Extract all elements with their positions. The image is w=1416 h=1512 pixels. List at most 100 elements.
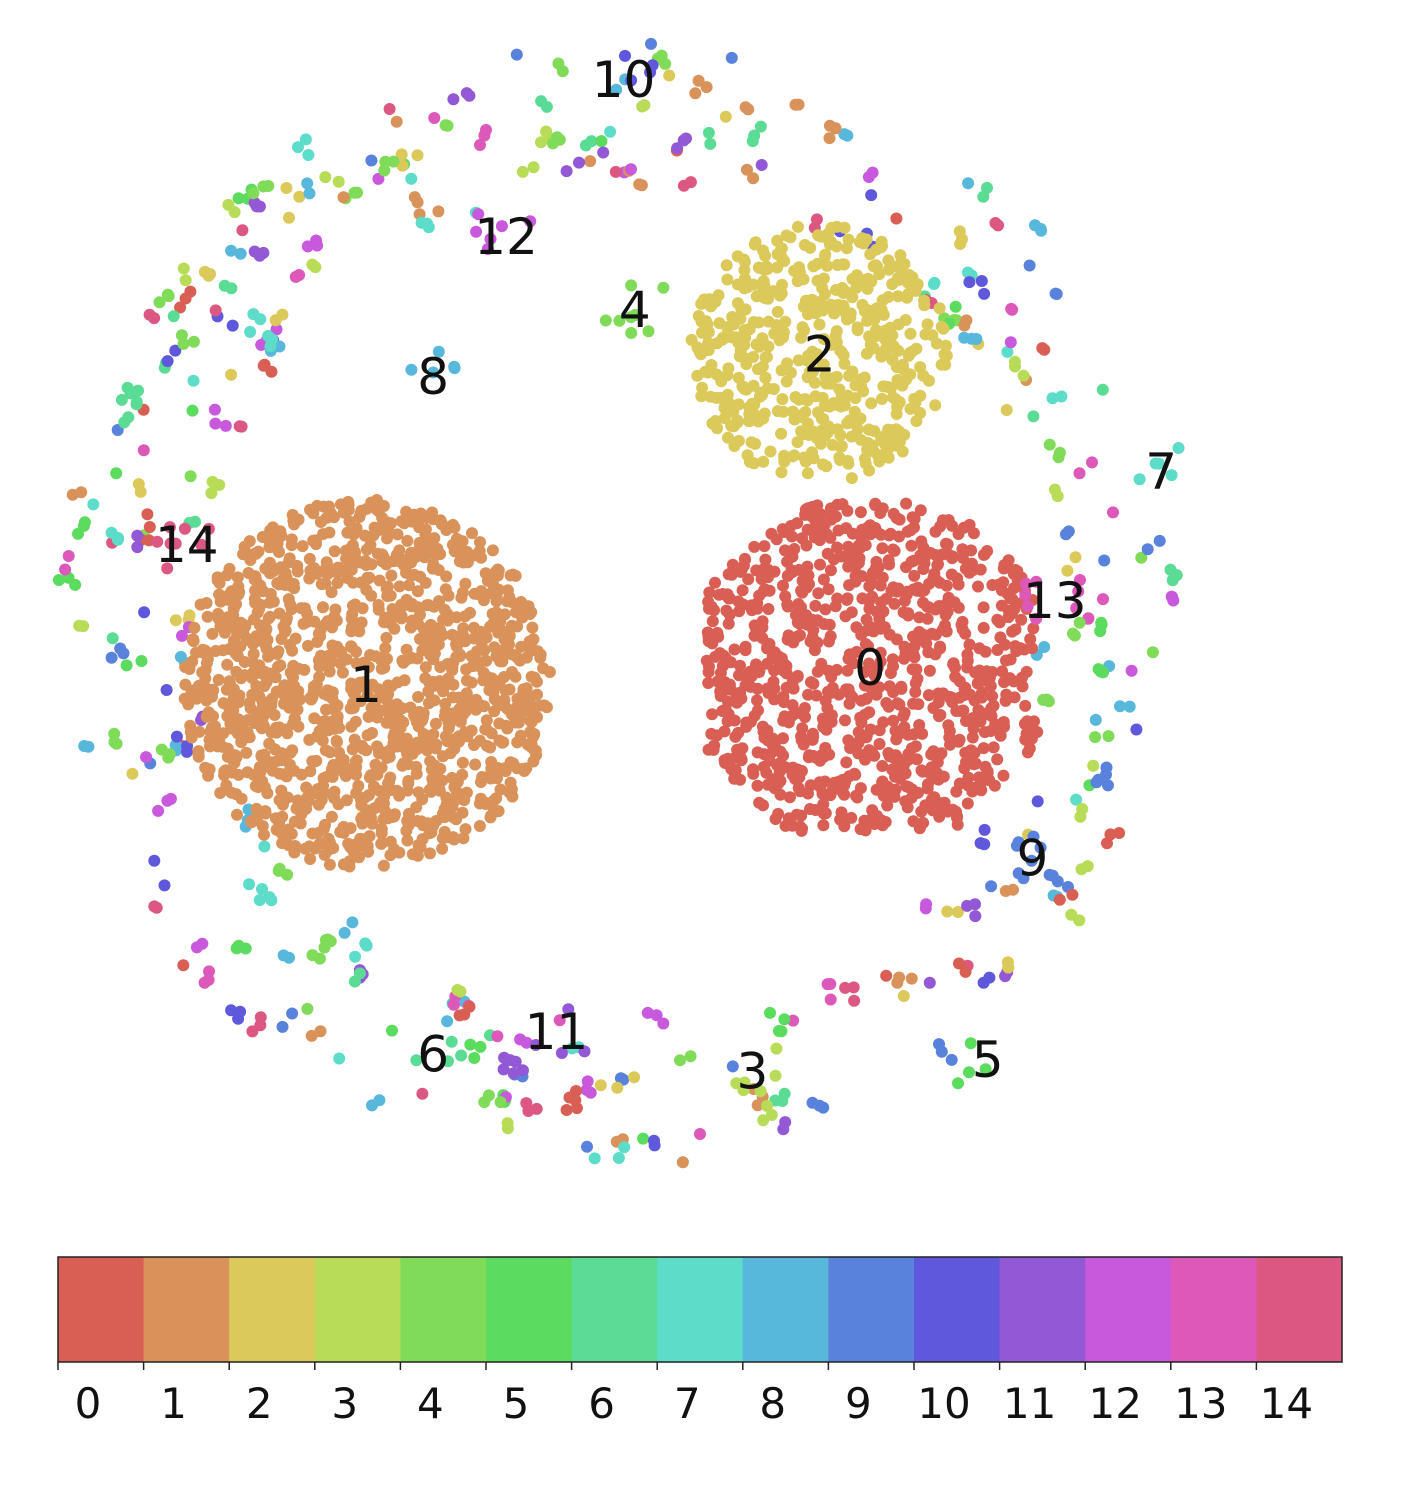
cluster-2-point (743, 408, 756, 421)
cluster-1-point (379, 642, 392, 655)
cluster-0-point (703, 660, 715, 673)
data-point (247, 187, 260, 200)
cluster-0-point (908, 569, 921, 582)
cluster-1-point (228, 753, 241, 766)
cluster-0-point (708, 604, 720, 617)
colorbar-segment-8 (742, 1257, 829, 1362)
cluster-0-point (890, 633, 903, 646)
data-point (1073, 914, 1086, 927)
cluster-0-point (952, 601, 965, 614)
cluster-1-point (200, 657, 213, 669)
cluster-1-point (368, 521, 381, 534)
cluster-0-point (799, 508, 812, 521)
cluster-2-point (718, 412, 731, 425)
cluster-1-point (331, 758, 344, 771)
cluster-0-point (849, 768, 862, 781)
cluster-0-point (819, 694, 832, 707)
cluster-1-point (270, 823, 283, 836)
cluster-0-point (898, 640, 911, 653)
data-point (516, 165, 529, 178)
data-point (961, 266, 974, 279)
cluster-2-point (921, 318, 934, 331)
cluster-0-point (774, 745, 787, 758)
cluster-1-point (319, 566, 332, 579)
data-point (1040, 693, 1053, 706)
cluster-0-point (787, 636, 800, 649)
cluster-1-point (321, 615, 334, 628)
cluster-0-point (957, 704, 970, 717)
cluster-0-point (1020, 665, 1033, 678)
cluster-1-point (220, 779, 233, 792)
cluster-0-point (762, 603, 775, 615)
cluster-0-point (998, 559, 1011, 571)
cluster-1-point (309, 842, 322, 855)
cluster-0-point (889, 724, 902, 737)
data-point (209, 304, 222, 317)
cluster-0-point (735, 753, 748, 766)
cluster-1-point (526, 621, 539, 634)
cluster-2-point (735, 303, 748, 315)
data-point (319, 934, 332, 946)
cluster-2-point (757, 412, 770, 425)
cluster-0-point (811, 665, 824, 678)
cluster-1-point (384, 589, 397, 602)
cluster-1-point (282, 823, 295, 836)
data-point (314, 1025, 327, 1038)
cluster-0-point (829, 600, 842, 613)
cluster-1-point (352, 779, 365, 792)
cluster-2-point (940, 349, 953, 362)
cluster-1-point (381, 652, 393, 665)
cluster-0-point (947, 657, 960, 670)
cluster-label-7: 7 (1145, 443, 1177, 501)
cluster-1-point (400, 824, 413, 837)
cluster-1-point (367, 780, 380, 793)
cluster-1-point (517, 762, 530, 775)
cluster-1-point (311, 636, 324, 648)
cluster-2-point (867, 445, 880, 458)
cluster-1-point (275, 747, 288, 760)
data-point (162, 290, 175, 303)
data-point (961, 899, 974, 912)
cluster-1-point (517, 604, 530, 617)
cluster-0-point (886, 763, 899, 776)
cluster-1-point (363, 771, 376, 784)
cluster-0-point (787, 682, 800, 695)
data-point (1089, 731, 1102, 744)
cluster-label-5: 5 (972, 1031, 1004, 1089)
cluster-1-point (313, 725, 326, 738)
cluster-1-point (465, 676, 478, 689)
cluster-0-point (832, 524, 845, 537)
cluster-0-point (851, 791, 864, 804)
data-point (978, 823, 991, 836)
data-point (604, 125, 617, 138)
data-point (137, 444, 150, 457)
cluster-1-point (460, 786, 473, 799)
data-point (208, 403, 221, 416)
data-point (1043, 438, 1056, 451)
cluster-0-point (842, 560, 855, 573)
cluster-1-point (401, 784, 414, 797)
cluster-1-point (348, 545, 361, 558)
cluster-0-point (907, 728, 920, 741)
data-point (266, 333, 279, 346)
cluster-1-point (466, 660, 479, 673)
cluster-0-point (846, 527, 859, 540)
cluster-0-point (830, 510, 842, 523)
cluster-0-point (897, 767, 910, 780)
data-point (704, 137, 717, 150)
data-point (1097, 593, 1109, 606)
cluster-1-point (423, 783, 436, 796)
cluster-2-point (830, 240, 843, 253)
cluster-0-point (753, 796, 766, 809)
cluster-2-point (780, 375, 793, 388)
cluster-0-point (991, 753, 1004, 766)
cluster-2-point (775, 242, 788, 255)
data-point (299, 133, 312, 146)
cluster-0-point (836, 498, 849, 511)
data-point (1170, 569, 1183, 582)
cluster-1-point (316, 734, 329, 747)
cluster-2-point (838, 357, 851, 370)
data-point (301, 240, 314, 253)
data-point (209, 417, 222, 430)
cluster-0-point (769, 813, 782, 825)
